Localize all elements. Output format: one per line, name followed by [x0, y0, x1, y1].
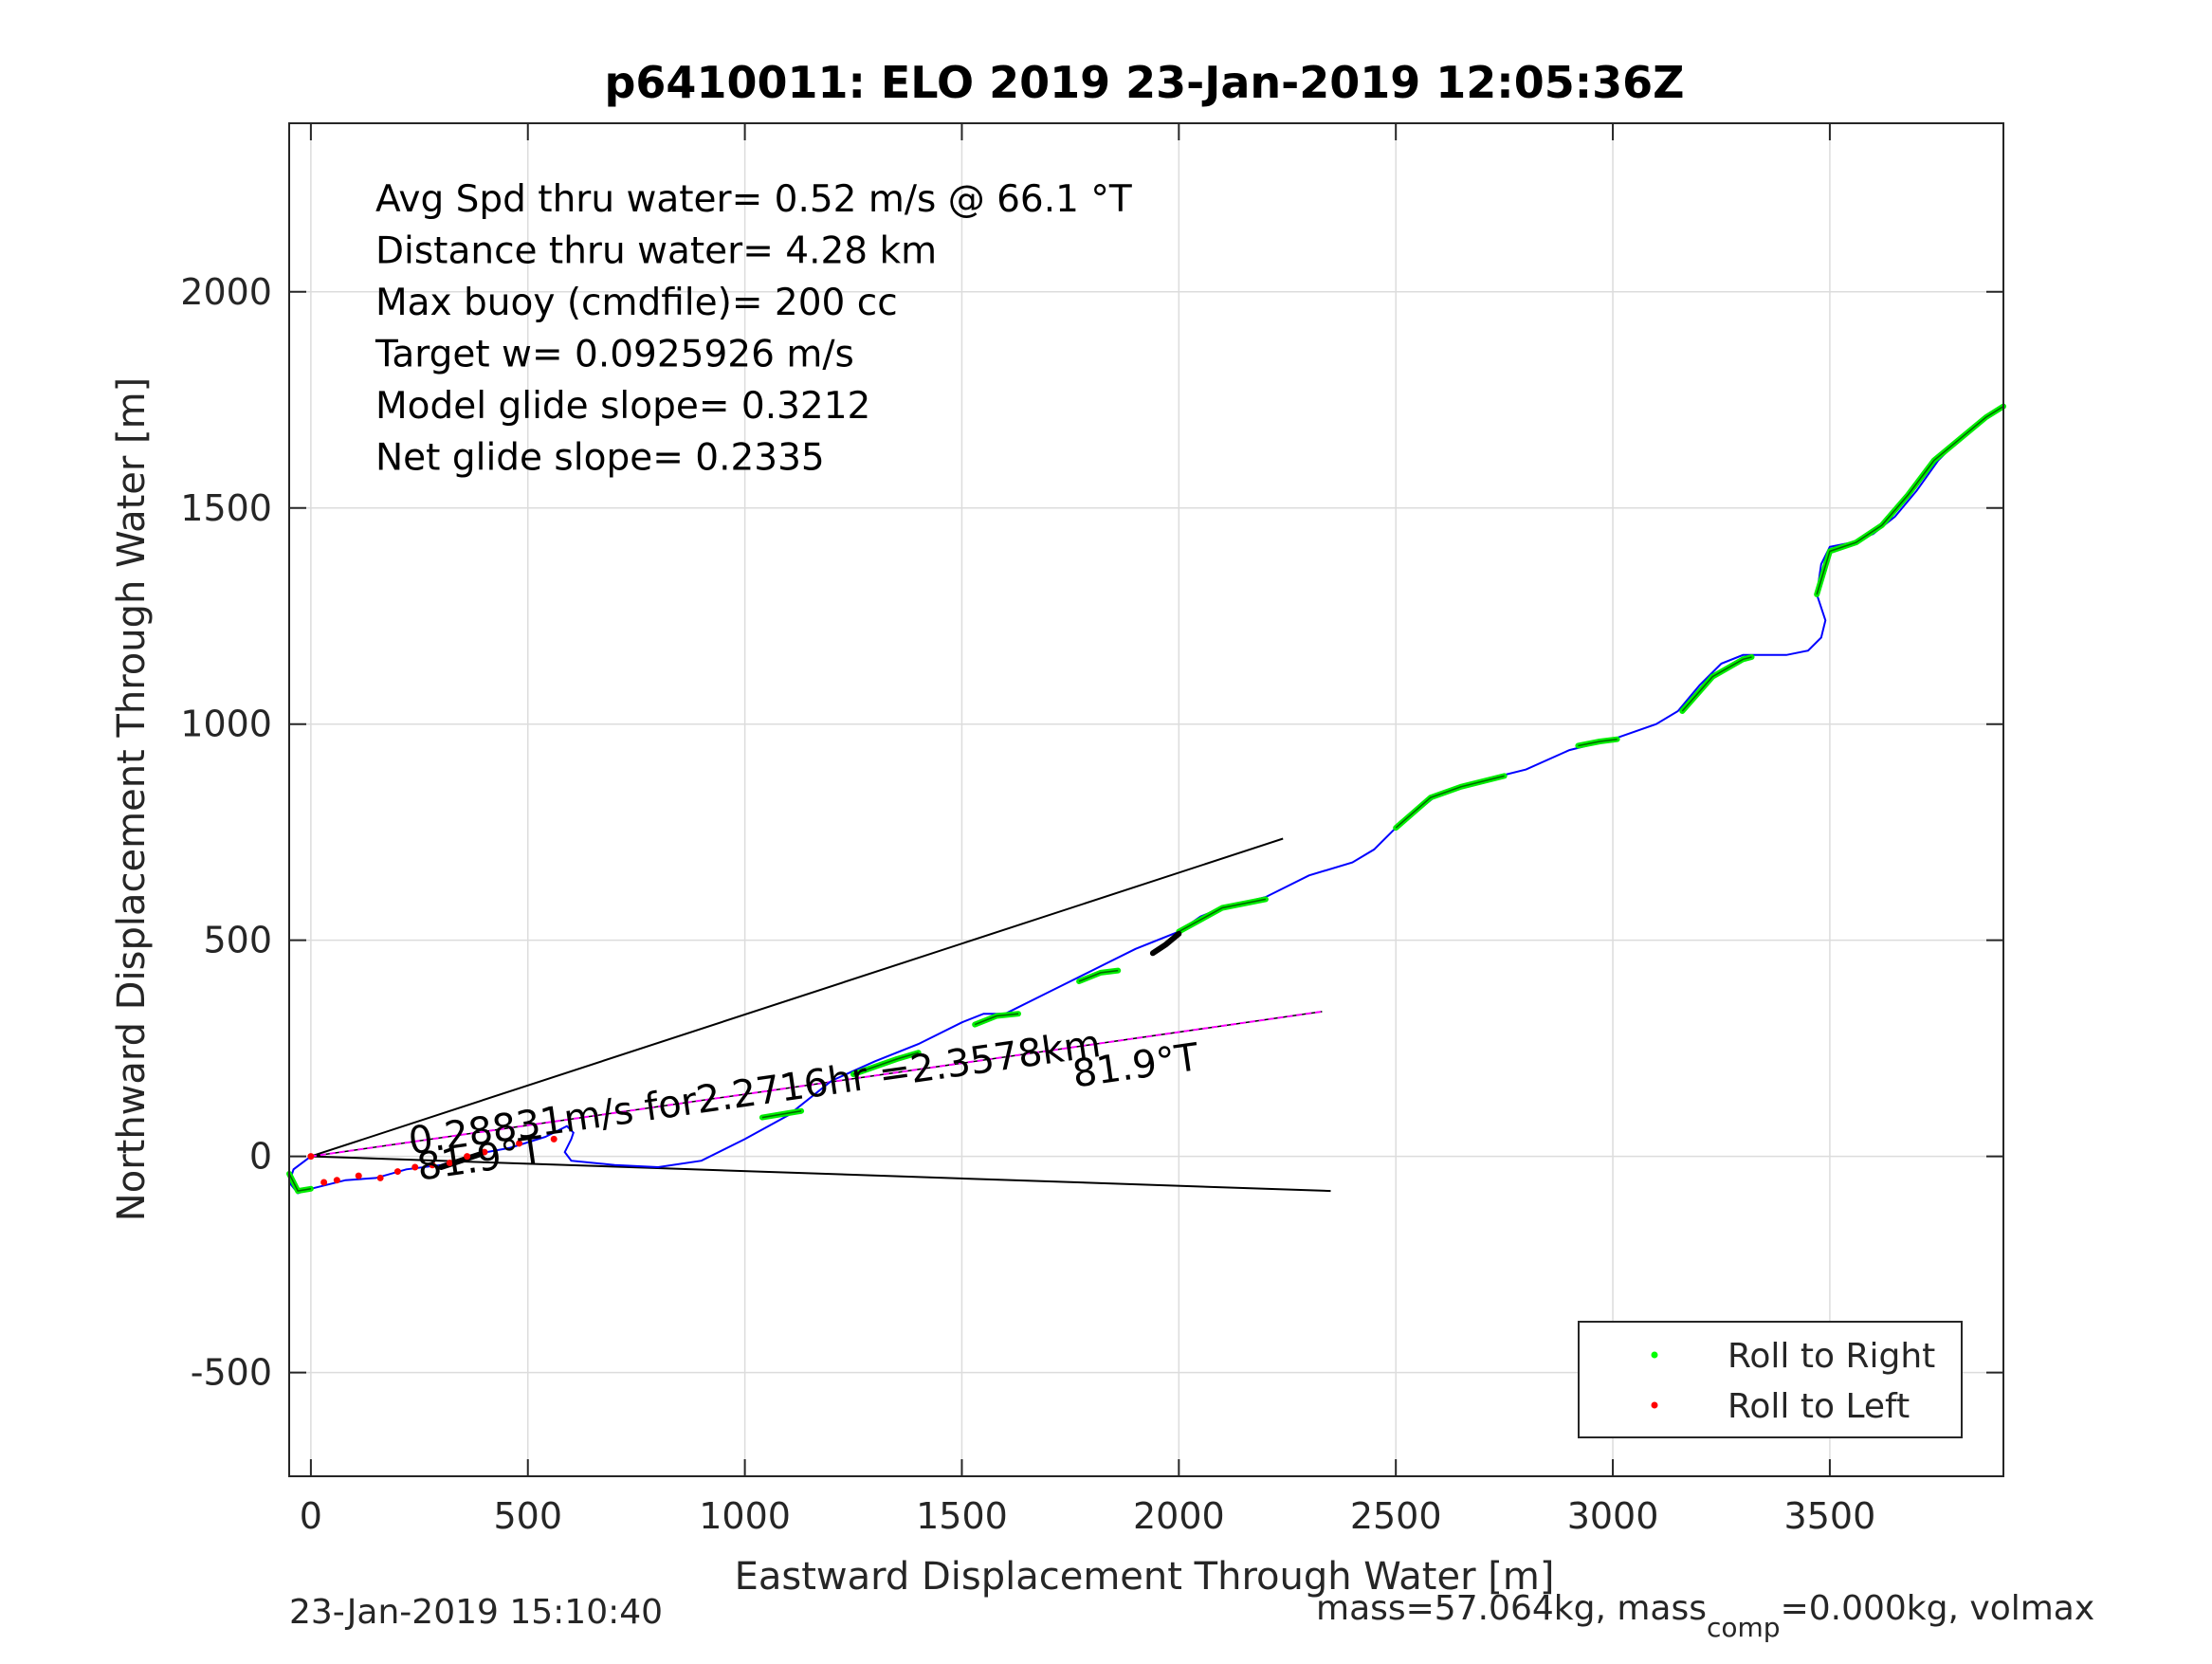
x-tick-label: 3500 — [1784, 1495, 1876, 1537]
legend: Roll to Right Roll to Left — [1578, 1321, 1963, 1438]
roll-right-segment-core — [288, 1173, 312, 1192]
tick-layer: 0 500 1000 1500 2000 2500 3000 3500 -500 0 500 1000… — [180, 123, 2003, 1537]
info-line: Model glide slope= 0.3212 — [375, 385, 870, 428]
roll-right-segment-core — [1681, 656, 1752, 712]
roll-left-point — [446, 1159, 453, 1166]
x-tick-label: 3000 — [1567, 1495, 1659, 1537]
info-line: Net glide slope= 0.2335 — [375, 437, 825, 480]
cone-line — [310, 1155, 1331, 1193]
y-tick-label: 1000 — [180, 704, 272, 745]
chart-title: p6410011: ELO 2019 23-Jan-2019 12:05:36Z — [605, 57, 1685, 108]
roll-right-segment — [1814, 403, 2006, 597]
current-line-base — [310, 1011, 1323, 1158]
y-tick-label: 2000 — [180, 271, 272, 313]
legend-label-roll-right: Roll to Right — [1728, 1337, 1935, 1376]
x-tick-label: 1500 — [916, 1495, 1008, 1537]
x-tick-label: 2000 — [1133, 1495, 1225, 1537]
cone-line — [310, 837, 1284, 1158]
roll-left-point — [333, 1177, 340, 1184]
roll-right-segment-core — [1816, 405, 2004, 595]
roll-left-point — [393, 1168, 401, 1176]
roll-right-segment-core — [761, 1110, 802, 1119]
plot-frame — [288, 122, 2004, 1477]
info-text-block: Avg Spd thru water= 0.52 m/s @ 66.1 °T Di… — [375, 178, 1132, 480]
roll-right-segment-core — [974, 1013, 1019, 1026]
thick-black-segment — [1149, 930, 1182, 957]
info-line: Avg Spd thru water= 0.52 m/s @ 66.1 °T — [375, 178, 1132, 221]
roll-left-point — [550, 1135, 558, 1143]
x-tick-label: 2500 — [1350, 1495, 1442, 1537]
x-axis-label: Eastward Displacement Through Water [m] — [735, 1555, 1555, 1599]
y-axis-label: Northward Displacement Through Water [m] — [110, 377, 154, 1221]
roll-left-point — [411, 1163, 419, 1171]
x-tick-label: 0 — [300, 1495, 322, 1537]
grid-layer — [289, 123, 2003, 1476]
footer-mass-prefix: mass=57.064kg, mass — [1316, 1589, 1707, 1628]
roll-left-point — [307, 1153, 315, 1161]
roll-left-point — [429, 1161, 436, 1169]
x-tick-label: 1000 — [699, 1495, 791, 1537]
footer-mass-info: mass=57.064kg, masscomp=0.000kg, volmax — [1316, 1589, 2094, 1643]
footer-timestamp: 23-Jan-2019 15:10:40 — [289, 1593, 663, 1632]
x-tick-label: 500 — [493, 1495, 562, 1537]
roll-right-segment-core — [1178, 898, 1267, 933]
legend-box — [1578, 1321, 1963, 1438]
y-tick-label: 1500 — [180, 487, 272, 529]
roll-right-segment-core — [1578, 738, 1618, 747]
legend-label-roll-left: Roll to Left — [1728, 1387, 1910, 1426]
roll-right-segment — [286, 1170, 314, 1195]
roll-left-point — [320, 1179, 328, 1186]
data-layer: 0.28831m/s for2.2716hr =2.3578km81.9°T81… — [286, 403, 2006, 1195]
roll-left-point — [481, 1148, 488, 1156]
y-tick-label: 500 — [203, 920, 272, 961]
roll-left-point — [464, 1153, 471, 1161]
info-line: Max buoy (cmdfile)= 200 cc — [375, 282, 898, 324]
roll-right-segment — [1176, 896, 1269, 935]
roll-left-point — [376, 1174, 384, 1181]
info-line: Target w= 0.0925926 m/s — [375, 334, 854, 376]
roll-right-segment — [1679, 654, 1755, 714]
legend-marker-roll-left — [1651, 1401, 1658, 1409]
roll-right-segment-core — [852, 1051, 919, 1075]
footer-mass-subscript: comp — [1707, 1612, 1781, 1643]
roll-left-point — [355, 1172, 362, 1179]
info-line: Distance thru water= 4.28 km — [375, 230, 937, 273]
y-tick-label: 0 — [249, 1136, 272, 1178]
track-line — [287, 405, 2004, 1195]
roll-right-segment-core — [1078, 969, 1119, 982]
roll-right-segment — [1393, 773, 1508, 832]
footer-mass-suffix: =0.000kg, volmax — [1781, 1589, 2095, 1628]
roll-left-point — [516, 1140, 523, 1147]
y-tick-label: -500 — [191, 1352, 272, 1394]
roll-right-segment-core — [1395, 775, 1505, 829]
legend-marker-roll-right — [1651, 1351, 1658, 1359]
